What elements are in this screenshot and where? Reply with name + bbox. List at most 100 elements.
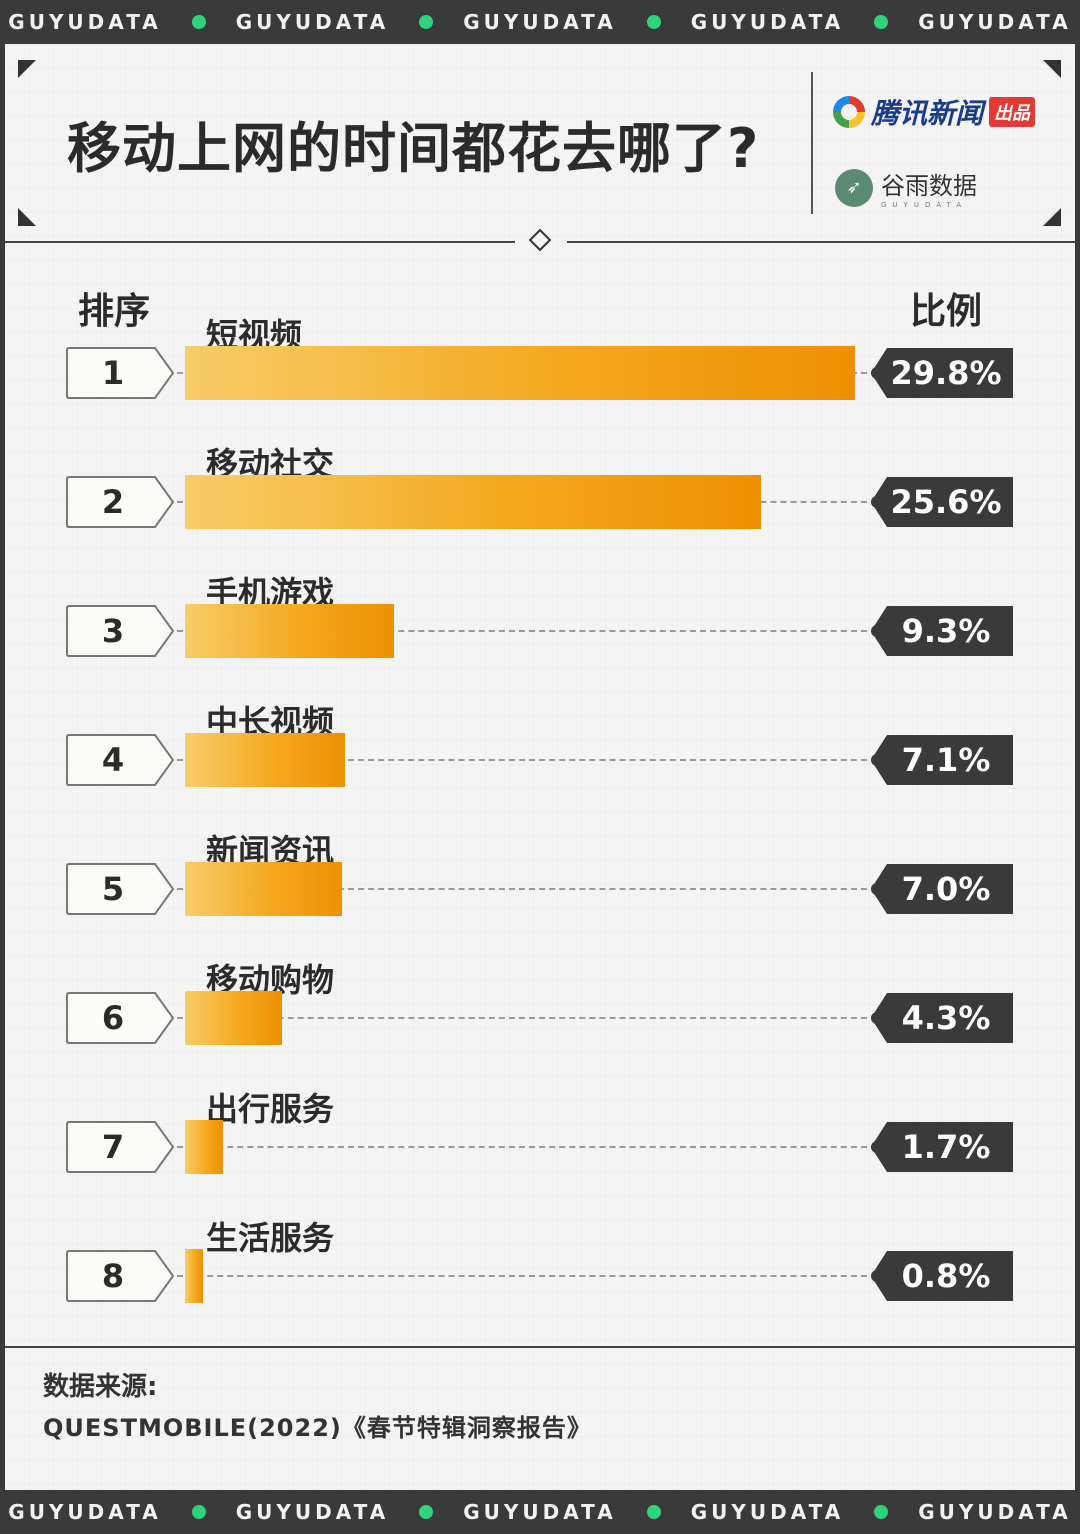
value-label: 4.3% — [901, 999, 991, 1037]
rank-tag-shape — [66, 734, 175, 786]
banner-word: GUYUDATA — [918, 1500, 1072, 1524]
value-tag-shape — [871, 993, 1013, 1043]
tencent-news-logo: 腾讯新闻 出品 — [833, 92, 1036, 132]
value-tag-shape — [871, 477, 1013, 527]
value-label: 25.6% — [890, 483, 1002, 521]
corner-mark — [1043, 208, 1061, 226]
rank-tag-shape — [66, 992, 175, 1044]
value-label: 7.0% — [901, 870, 991, 908]
bar — [185, 991, 282, 1045]
logo1-text: 腾讯新闻 — [871, 97, 984, 130]
top-banner: GUYUDATA GUYUDATA GUYUDATA GUYUDATA GUYU… — [0, 0, 1080, 44]
value-tag-shape — [871, 1251, 1013, 1301]
source-text: QUESTMOBILE(2022)《春节特辑洞察报告》 — [43, 1414, 592, 1442]
chart-row: 出行服务 7 1.7% — [5, 1084, 1075, 1194]
value-tag-shape — [871, 1122, 1013, 1172]
value-tag: 4.3% — [867, 991, 1015, 1045]
value-tag: 1.7% — [867, 1120, 1015, 1174]
banner-word: GUYUDATA — [235, 1500, 390, 1524]
divider-left — [5, 241, 515, 243]
value-tag: 0.8% — [867, 1249, 1015, 1303]
divider-right — [567, 241, 1075, 243]
banner-dot — [874, 1505, 889, 1519]
banner-dot — [191, 15, 206, 29]
rank-tag-shape — [66, 1250, 175, 1302]
leader-line — [177, 1146, 877, 1148]
leader-line — [177, 630, 877, 632]
rank-number: 2 — [101, 483, 125, 521]
rank-number: 6 — [101, 999, 125, 1037]
logo1-badge: 出品 — [989, 97, 1036, 127]
banner-word: GUYUDATA — [690, 10, 845, 34]
chart-row: 短视频 1 29.8% — [5, 310, 1075, 420]
logo2-sub: GUYUDATA — [881, 201, 967, 209]
chart-row: 移动社交 2 25.6% — [5, 439, 1075, 549]
value-tag-shape — [871, 606, 1013, 656]
rank-tag-shape — [66, 605, 175, 657]
bar — [185, 346, 855, 400]
ratio-column-header: 比例 — [910, 291, 983, 332]
bottom-banner: GUYUDATA GUYUDATA GUYUDATA GUYUDATA GUYU… — [0, 1490, 1080, 1534]
banner-dot — [191, 1505, 206, 1519]
bar — [185, 1249, 203, 1303]
guyu-data-logo: ➶ 谷雨数据 GUYUDATA — [835, 166, 977, 209]
chart-row: 中长视频 4 7.1% — [5, 697, 1075, 807]
banner-dot — [646, 15, 661, 29]
chart-row: 新闻资讯 5 7.0% — [5, 826, 1075, 936]
leader-line — [177, 1275, 877, 1277]
chart-row: 移动购物 6 4.3% — [5, 955, 1075, 1065]
source-title: 数据来源: — [43, 1372, 158, 1402]
rank-tag: 1 — [65, 346, 177, 400]
corner-mark — [18, 208, 36, 226]
corner-mark — [18, 60, 36, 78]
value-tag: 9.3% — [867, 604, 1015, 658]
rank-number: 3 — [101, 612, 125, 650]
rank-tag: 5 — [65, 862, 177, 916]
category-label: 出行服务 — [206, 1090, 335, 1128]
banner-dot — [419, 1505, 434, 1519]
banner-dot — [419, 15, 434, 29]
banner-track-top: GUYUDATA GUYUDATA GUYUDATA GUYUDATA GUYU… — [8, 10, 1071, 34]
leader-line — [177, 888, 877, 890]
value-label: 0.8% — [901, 1257, 991, 1295]
bar — [185, 733, 345, 787]
page-title: 移动上网的时间都花去哪了? — [67, 117, 760, 180]
banner-word: GUYUDATA — [690, 1500, 845, 1524]
banner-word: GUYUDATA — [235, 10, 390, 34]
rank-tag: 2 — [65, 475, 177, 529]
banner-word: GUYUDATA — [8, 1500, 162, 1524]
header-separator — [811, 72, 813, 214]
value-tag: 7.1% — [867, 733, 1015, 787]
banner-word: GUYUDATA — [463, 1500, 617, 1524]
rank-number: 4 — [101, 741, 125, 779]
bird-icon: ➶ — [835, 168, 873, 207]
chart-row: 手机游戏 3 9.3% — [5, 568, 1075, 678]
value-label: 29.8% — [890, 354, 1002, 392]
bar — [185, 1120, 224, 1174]
value-tag-shape — [871, 864, 1013, 914]
banner-word: GUYUDATA — [463, 10, 617, 34]
leader-line — [177, 759, 877, 761]
bar — [185, 475, 761, 529]
value-tag: 29.8% — [867, 346, 1015, 400]
category-label: 生活服务 — [206, 1219, 335, 1257]
value-tag-shape — [871, 348, 1013, 398]
banner-track-bottom: GUYUDATA GUYUDATA GUYUDATA GUYUDATA GUYU… — [8, 1500, 1071, 1524]
value-label: 1.7% — [901, 1128, 991, 1166]
rank-number: 5 — [101, 870, 125, 908]
rank-column-header: 排序 — [78, 291, 151, 332]
rank-tag: 4 — [65, 733, 177, 787]
rank-tag-shape — [66, 347, 175, 399]
rank-tag-shape — [66, 1121, 175, 1173]
rank-tag-shape — [66, 476, 175, 528]
value-tag-shape — [871, 735, 1013, 785]
banner-dot — [646, 1505, 661, 1519]
corner-mark — [1043, 60, 1061, 78]
value-label: 9.3% — [901, 612, 991, 650]
bar — [185, 604, 395, 658]
bar — [185, 862, 343, 916]
value-tag: 25.6% — [867, 475, 1015, 529]
rank-number: 7 — [101, 1128, 125, 1166]
banner-word: GUYUDATA — [8, 10, 162, 34]
footer-divider — [5, 1346, 1075, 1348]
